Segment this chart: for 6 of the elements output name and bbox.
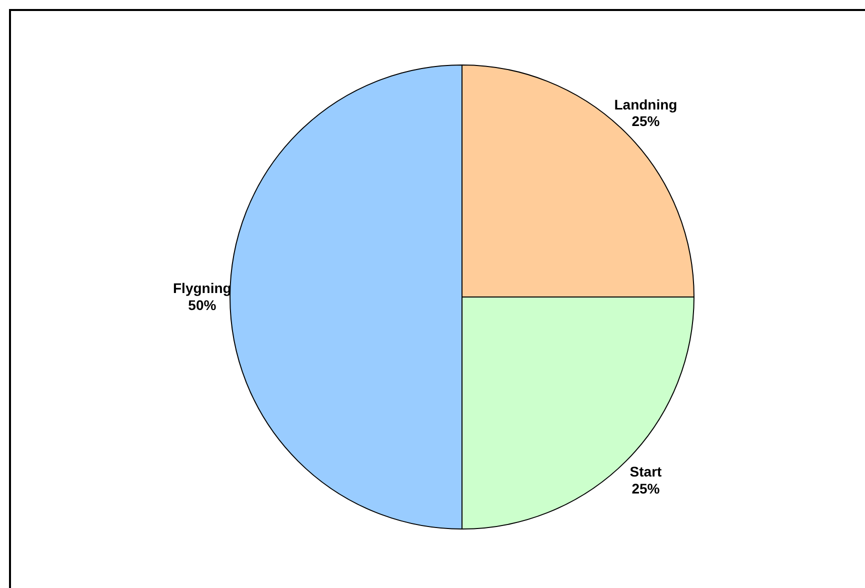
data-label: 25% xyxy=(632,113,660,130)
slice-label: Landning xyxy=(614,96,678,112)
slice-label: Start xyxy=(630,464,662,480)
data-label: 50% xyxy=(188,296,217,313)
slice-label: Flygning xyxy=(172,280,232,296)
data-label: 25% xyxy=(632,480,660,497)
